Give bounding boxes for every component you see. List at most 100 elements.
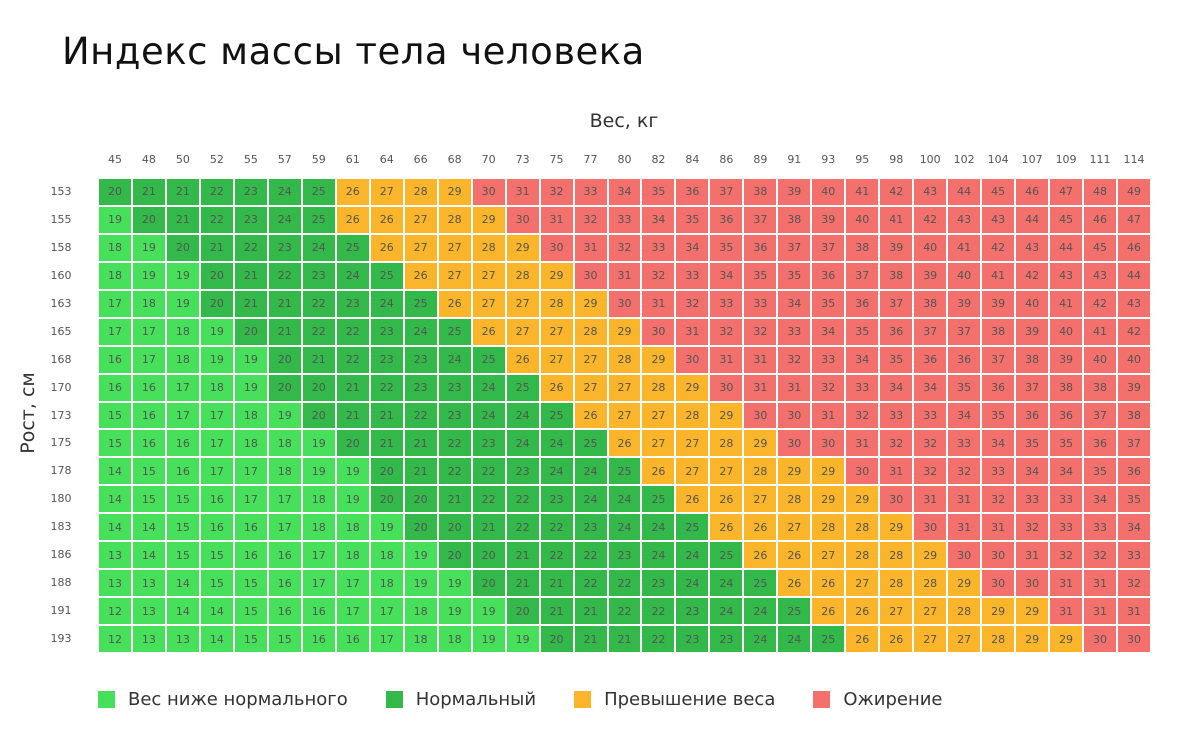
heatmap-cell: 17 [301, 569, 336, 598]
heatmap-cell: 12 [98, 597, 132, 626]
heatmap-cell: 39 [1015, 317, 1050, 346]
heatmap-cell: 30 [981, 569, 1016, 598]
heatmap-cell: 37 [879, 289, 914, 318]
heatmap-cell: 15 [165, 541, 200, 570]
heatmap-cell: 31 [607, 261, 642, 290]
heatmap-cell: 29 [641, 345, 676, 374]
x-tick-label: 70 [481, 153, 496, 166]
heatmap-cell: 24 [539, 457, 574, 486]
x-tick-label: 102 [953, 153, 975, 166]
heatmap-cell: 33 [879, 401, 914, 430]
heatmap-cell: 26 [369, 205, 404, 234]
heatmap-cell: 41 [1083, 317, 1118, 346]
x-tick-label: 100 [919, 153, 941, 166]
heatmap-cell: 39 [1117, 373, 1151, 402]
heatmap-cell: 42 [1117, 317, 1151, 346]
heatmap-cell: 13 [131, 597, 166, 626]
heatmap-cell: 30 [777, 429, 812, 458]
heatmap-cell: 19 [267, 401, 302, 430]
heatmap-cell: 32 [811, 373, 846, 402]
heatmap-cell: 18 [199, 373, 234, 402]
heatmap-cell: 36 [709, 205, 744, 234]
heatmap-cell: 44 [947, 178, 982, 206]
x-tick-label: 77 [583, 153, 598, 166]
legend-swatch [385, 691, 403, 708]
heatmap-cell: 30 [811, 429, 846, 458]
heatmap-cell: 25 [471, 345, 506, 374]
heatmap-cell: 20 [539, 625, 574, 653]
heatmap-cell: 30 [573, 261, 608, 290]
heatmap-cell: 23 [369, 345, 404, 374]
heatmap-cell: 17 [165, 373, 200, 402]
heatmap-cell: 17 [369, 597, 404, 626]
heatmap-cell: 14 [98, 513, 132, 542]
heatmap-cell: 48 [1083, 178, 1118, 206]
heatmap-cell: 19 [471, 625, 506, 653]
heatmap-cell: 49 [1117, 178, 1151, 206]
heatmap-cell: 29 [437, 178, 472, 206]
heatmap-cell: 27 [607, 373, 642, 402]
heatmap-cell: 21 [131, 178, 166, 206]
heatmap-cell: 36 [1117, 457, 1151, 486]
heatmap-cell: 24 [301, 233, 336, 262]
heatmap-cell: 46 [1015, 178, 1050, 206]
heatmap-cell: 42 [879, 178, 914, 206]
heatmap-cell: 38 [1117, 401, 1151, 430]
x-tick-label: 61 [345, 153, 360, 166]
x-tick-label: 91 [787, 153, 802, 166]
heatmap-cell: 21 [165, 178, 200, 206]
heatmap-cell: 26 [709, 513, 744, 542]
heatmap-cell: 25 [335, 233, 370, 262]
heatmap-cell: 31 [573, 233, 608, 262]
heatmap-cell: 22 [539, 541, 574, 570]
heatmap-cell: 22 [505, 485, 540, 514]
heatmap-cell: 36 [743, 233, 778, 262]
heatmap-cell: 44 [1117, 261, 1151, 290]
heatmap-cell: 45 [1049, 205, 1084, 234]
heatmap-cell: 25 [369, 261, 404, 290]
heatmap-cell: 24 [539, 429, 574, 458]
heatmap-cell: 28 [675, 401, 710, 430]
heatmap-cell: 31 [641, 289, 676, 318]
heatmap-cell: 44 [1015, 205, 1050, 234]
heatmap-cell: 27 [845, 569, 880, 598]
heatmap-cell: 17 [369, 625, 404, 653]
heatmap-cell: 34 [1117, 513, 1151, 542]
heatmap-cell: 24 [335, 261, 370, 290]
heatmap-cell: 36 [845, 289, 880, 318]
heatmap-cell: 15 [98, 401, 132, 430]
heatmap-cell: 26 [845, 625, 880, 653]
heatmap-cell: 40 [947, 261, 982, 290]
heatmap-cell: 22 [335, 317, 370, 346]
heatmap-cell: 15 [131, 457, 166, 486]
heatmap-cell: 28 [539, 289, 574, 318]
heatmap-cell: 19 [437, 569, 472, 598]
legend-swatch [574, 691, 592, 708]
heatmap-cell: 33 [743, 289, 778, 318]
heatmap-cell: 20 [199, 289, 234, 318]
heatmap-cell: 42 [981, 233, 1016, 262]
heatmap-cell: 34 [607, 178, 642, 206]
heatmap-cell: 32 [743, 317, 778, 346]
heatmap-cell: 19 [301, 457, 336, 486]
heatmap-cell: 32 [641, 261, 676, 290]
heatmap-cell: 35 [743, 261, 778, 290]
heatmap-cell: 33 [913, 401, 948, 430]
heatmap-cell: 35 [1015, 429, 1050, 458]
heatmap-cell: 30 [947, 541, 982, 570]
legend-item-overweight: Превышение веса [574, 689, 775, 710]
heatmap-cell: 33 [777, 317, 812, 346]
heatmap-cell: 38 [879, 261, 914, 290]
heatmap-cell: 30 [539, 233, 574, 262]
heatmap-cell: 36 [947, 345, 982, 374]
heatmap-cell: 20 [233, 317, 268, 346]
heatmap-cell: 34 [777, 289, 812, 318]
heatmap-cell: 26 [777, 569, 812, 598]
heatmap-cell: 27 [607, 401, 642, 430]
heatmap-cell: 26 [335, 178, 370, 206]
heatmap-cell: 16 [199, 513, 234, 542]
heatmap-cell: 21 [403, 429, 438, 458]
heatmap-cell: 39 [879, 233, 914, 262]
heatmap-cell: 20 [369, 485, 404, 514]
heatmap-cell: 20 [403, 513, 438, 542]
